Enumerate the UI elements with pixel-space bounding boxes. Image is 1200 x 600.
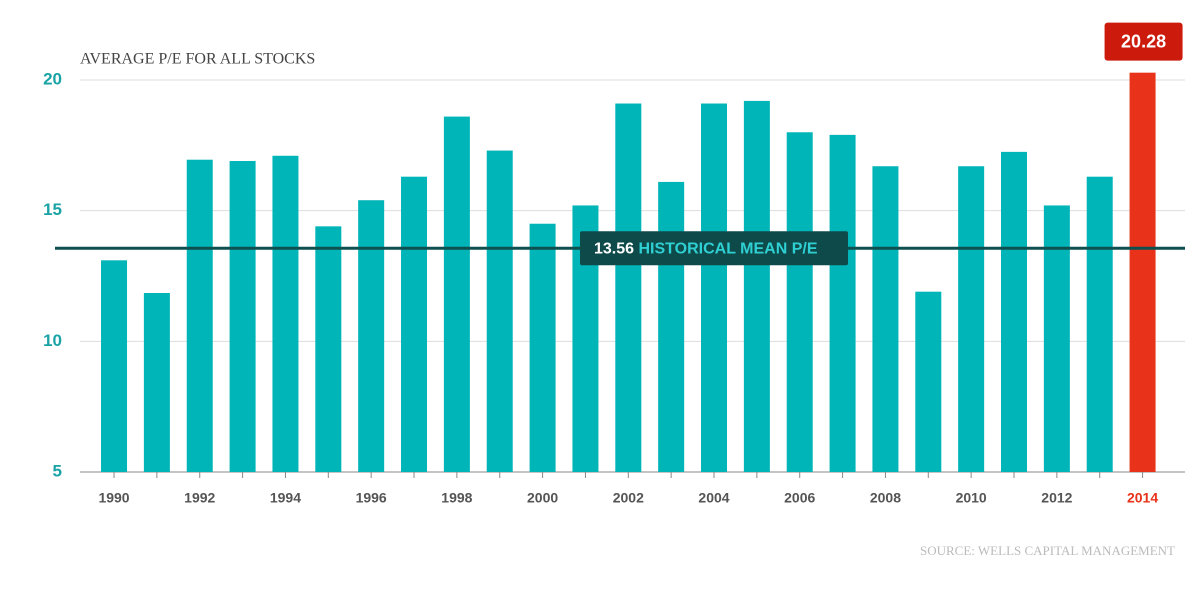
bar	[829, 134, 856, 472]
y-tick-label: 10	[43, 331, 62, 350]
chart-title: AVERAGE P/E FOR ALL STOCKS	[80, 51, 315, 68]
y-tick-label: 15	[43, 200, 62, 219]
bar	[743, 100, 770, 472]
bar	[358, 200, 385, 473]
bar	[658, 181, 685, 473]
bar	[701, 103, 728, 473]
source: SOURCE: WELLS CAPITAL MANAGEMENT	[920, 543, 1175, 558]
x-tick-label: 1994	[270, 490, 301, 506]
bar	[529, 223, 556, 472]
bar	[872, 166, 899, 473]
bar	[1129, 72, 1156, 472]
bar	[1086, 176, 1113, 472]
bar	[101, 260, 128, 472]
bar	[143, 292, 170, 472]
bar	[272, 155, 299, 472]
bar	[1001, 151, 1028, 472]
x-tick-label: 2006	[784, 490, 815, 506]
x-tick-label: 1990	[98, 490, 129, 506]
y-tick-label: 5	[53, 461, 62, 480]
mean-label: 13.56 HISTORICAL MEAN P/E	[594, 241, 818, 258]
x-tick-label: 2002	[613, 490, 644, 506]
x-tick-label: 2008	[870, 490, 901, 506]
x-tick-label: 2004	[698, 490, 729, 506]
bar	[786, 132, 813, 472]
x-tick-label: 2014	[1127, 490, 1158, 506]
bar	[315, 226, 342, 472]
mean-value: 13.56	[594, 241, 634, 258]
x-tick-label: 2010	[956, 490, 987, 506]
bar	[615, 103, 642, 473]
x-tick-label: 1996	[356, 490, 387, 506]
bar	[958, 166, 985, 473]
bar	[443, 116, 470, 472]
mean-label-box	[580, 231, 848, 266]
bar	[1043, 205, 1070, 472]
bar	[401, 176, 428, 472]
y-tick-label: 20	[43, 69, 62, 88]
bar	[229, 161, 256, 472]
x-tick-label: 1998	[441, 490, 472, 506]
x-tick-label: 2000	[527, 490, 558, 506]
bar	[186, 159, 213, 472]
value-label-box	[1104, 22, 1183, 61]
bar	[915, 291, 942, 472]
bar	[486, 150, 513, 472]
x-tick-label: 2012	[1041, 490, 1072, 506]
x-tick-label: 1992	[184, 490, 215, 506]
value-label: 20.28	[1121, 31, 1166, 51]
mean-text: HISTORICAL MEAN P/E	[639, 241, 818, 258]
